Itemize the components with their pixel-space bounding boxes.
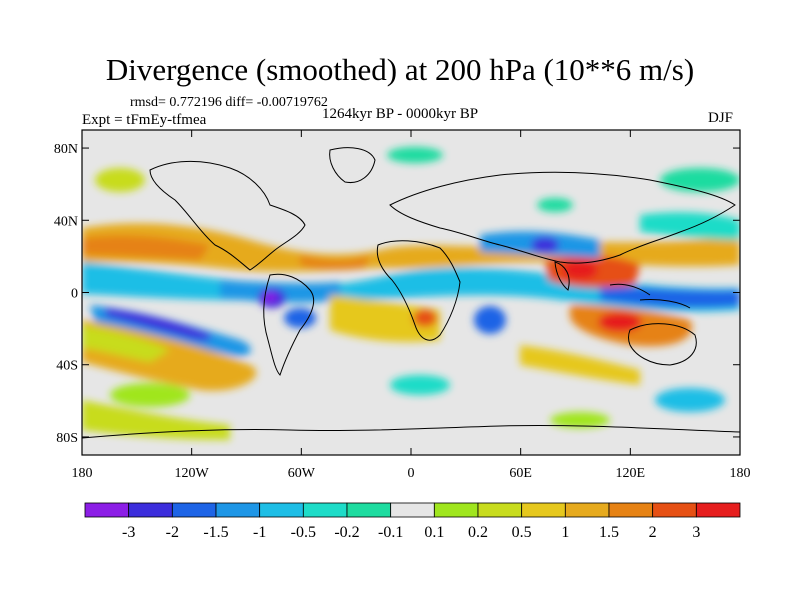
chart-title: Divergence (smoothed) at 200 hPa (10**6 …: [105, 52, 695, 87]
colorbar-swatch: [346, 502, 392, 518]
colorbar-label: -0.2: [334, 524, 359, 541]
colorbar-swatch: [695, 502, 741, 518]
colorbar-swatch: [477, 502, 523, 518]
colorbar-label: 1: [561, 524, 569, 541]
lon-label: 180: [72, 466, 93, 481]
colorbar-label: -3: [122, 524, 135, 541]
lat-label: 40N: [54, 214, 78, 229]
colorbar-label: -2: [166, 524, 179, 541]
latitude-axis: 80N 40N 0 40S 80S: [54, 142, 740, 446]
colorbar-label: 2: [649, 524, 657, 541]
colorbar-label: -1.5: [203, 524, 228, 541]
colorbar-label: -1: [253, 524, 266, 541]
colorbar-swatch: [215, 502, 261, 518]
season-label: DJF: [708, 110, 734, 126]
lat-label: 80N: [54, 142, 78, 157]
experiment-label: Expt = tFmEy-tfmea: [82, 112, 207, 128]
colorbar-swatch: [652, 502, 697, 518]
colorbar-label: -0.1: [378, 524, 403, 541]
colorbar-label: 1.5: [599, 524, 619, 541]
lon-label: 60E: [509, 466, 532, 481]
colorbar-swatch: [564, 502, 610, 518]
lon-label: 0: [408, 466, 415, 481]
colorbar-swatch: [521, 502, 566, 518]
coastlines: [82, 147, 740, 439]
colorbar-swatch: [128, 502, 173, 518]
colorbar-swatch: [171, 502, 217, 518]
colorbar-swatch: [302, 502, 348, 518]
lon-label: 120W: [175, 466, 210, 481]
colorbar-swatch: [259, 502, 304, 518]
lat-label: 40S: [56, 359, 78, 374]
lon-label: 60W: [288, 466, 316, 481]
colorbar-label: -0.5: [291, 524, 316, 541]
field-layer: [82, 130, 740, 455]
longitude-axis: 180 120W 60W 0 60E 120E 180: [72, 130, 751, 481]
colorbar-swatch: [390, 502, 435, 518]
lat-label: 0: [71, 287, 78, 302]
stats-label: rmsd= 0.772196 diff= -0.00719762: [130, 95, 328, 110]
colorbar-swatch: [84, 502, 130, 518]
colorbar-swatch: [433, 502, 479, 518]
period-label: 1264kyr BP - 0000kyr BP: [322, 106, 479, 122]
colorbar-label: 0.1: [424, 524, 444, 541]
colorbar-label: 0.2: [468, 524, 488, 541]
lon-label: 180: [730, 466, 751, 481]
colorbar-label: 3: [692, 524, 700, 541]
lat-label: 80S: [56, 431, 78, 446]
colorbar-swatch: [608, 502, 654, 518]
lon-label: 120E: [616, 466, 646, 481]
colorbar: -3 -2 -1.5 -1 -0.5 -0.2 -0.1 0.1 0.2 0.5 1 1.5 2 3: [84, 502, 741, 541]
colorbar-label: 0.5: [512, 524, 532, 541]
